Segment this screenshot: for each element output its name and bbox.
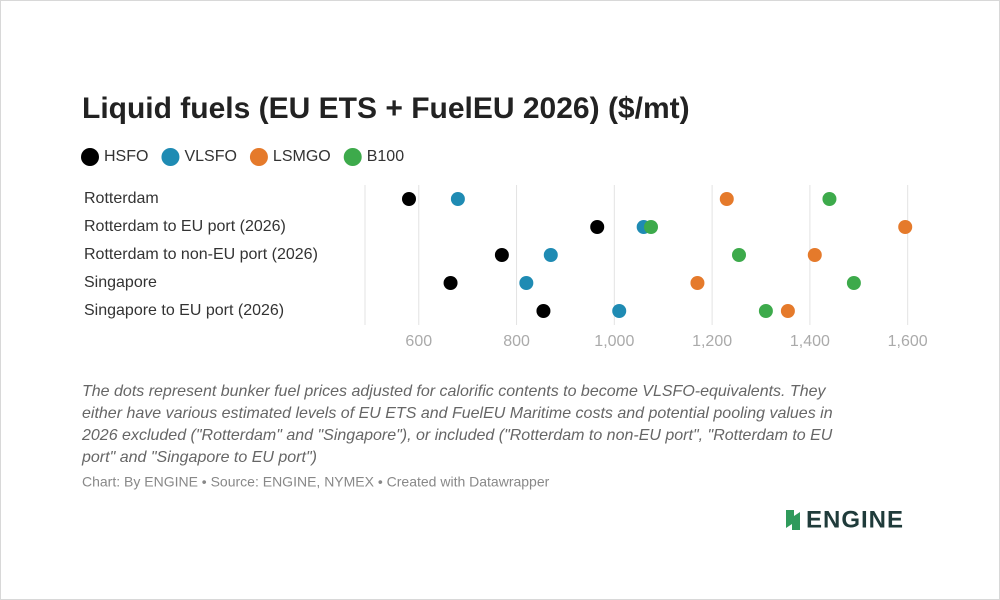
dot — [543, 248, 558, 262]
legend-swatch — [249, 148, 268, 166]
logo-icon — [786, 510, 800, 530]
dot — [822, 192, 837, 206]
caption-line: either have various estimated levels of … — [82, 405, 833, 422]
dot — [402, 192, 416, 206]
dot — [494, 248, 509, 262]
dot — [732, 248, 746, 262]
legend-label: VLSFO — [184, 148, 236, 165]
caption-line: port" and "Singapore to EU port") — [81, 449, 317, 466]
brand: ENGINE — [806, 506, 904, 533]
source: Chart: By ENGINE • Source: ENGINE, NYMEX… — [82, 474, 550, 490]
category-label: Rotterdam to non-EU port (2026) — [84, 246, 318, 263]
legend-swatch — [343, 148, 362, 166]
x-tick-label: 1,600 — [888, 333, 928, 350]
legend-swatch — [161, 148, 180, 166]
dot — [690, 276, 705, 290]
x-tick-label: 1,400 — [790, 333, 830, 350]
caption-line: The dots represent bunker fuel prices ad… — [82, 383, 826, 400]
legend-label: LSMGO — [273, 148, 331, 165]
category-label: Singapore — [84, 274, 157, 291]
category-label: Rotterdam — [84, 190, 159, 207]
dot — [519, 276, 534, 290]
legend-label: B100 — [367, 148, 404, 165]
category-label: Singapore to EU port (2026) — [84, 302, 284, 319]
legend-swatch — [81, 148, 99, 166]
dot — [590, 220, 605, 234]
dot — [758, 304, 773, 318]
x-tick-label: 1,200 — [692, 333, 732, 350]
x-tick-label: 800 — [503, 333, 530, 350]
dot — [719, 192, 734, 206]
dot — [443, 276, 458, 290]
dot — [780, 304, 795, 318]
x-tick-label: 600 — [405, 333, 432, 350]
logo: ENGINE — [786, 506, 904, 533]
legend-label: HSFO — [104, 148, 148, 165]
x-tick-label: 1,000 — [594, 333, 634, 350]
dot — [807, 248, 822, 262]
dot — [450, 192, 465, 206]
category-label: Rotterdam to EU port (2026) — [84, 218, 286, 235]
caption-line: 2026 excluded ("Rotterdam" and "Singapor… — [81, 427, 833, 444]
dot — [898, 220, 913, 234]
dot — [612, 304, 627, 318]
chart-title: Liquid fuels (EU ETS + FuelEU 2026) ($/m… — [82, 92, 690, 125]
dot — [846, 276, 861, 290]
dot — [536, 304, 551, 318]
dot — [644, 220, 658, 234]
